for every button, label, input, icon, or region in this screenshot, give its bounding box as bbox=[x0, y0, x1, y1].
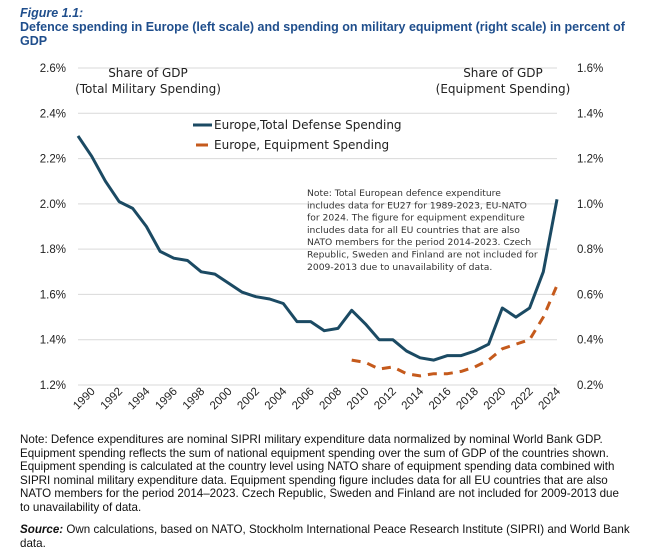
left-tick-label: 2.2% bbox=[40, 154, 66, 166]
right-tick-label: 1.2% bbox=[577, 154, 603, 166]
annotation-line: Republic, Sweden and Finland are not inc… bbox=[307, 250, 538, 261]
x-tick-label: 2014 bbox=[400, 385, 427, 412]
annotation-line: Note: Total European defence expenditure bbox=[307, 188, 501, 199]
right-tick-label: 0.2% bbox=[577, 380, 603, 392]
left-tick-label: 1.8% bbox=[40, 244, 66, 256]
series-line-total bbox=[76, 135, 559, 362]
x-tick-label: 1990 bbox=[71, 386, 98, 413]
x-tick-label: 2018 bbox=[454, 386, 481, 413]
left-tick-label: 2.0% bbox=[40, 199, 66, 211]
x-tick-label: 2024 bbox=[537, 385, 564, 412]
chart-note: Note: Defence expenditures are nominal S… bbox=[20, 433, 619, 514]
x-tick-label: 1996 bbox=[153, 386, 180, 413]
right-tick-label: 0.4% bbox=[577, 335, 603, 347]
right-tick-label: 1.4% bbox=[577, 108, 603, 120]
chart-title: Defence spending in Europe (left scale) … bbox=[20, 20, 625, 48]
annotation-line: NATO members for the period 2014-2023. C… bbox=[307, 237, 531, 248]
left-tick-label: 2.6% bbox=[40, 63, 66, 75]
legend-label: Europe,Total Defense Spending bbox=[214, 118, 402, 132]
right-tick-label: 1.6% bbox=[577, 63, 603, 75]
source-text: Own calculations, based on NATO, Stockho… bbox=[20, 523, 630, 550]
x-tick-label: 2008 bbox=[318, 386, 345, 413]
left-axis-label: (Total Military Spending) bbox=[75, 82, 221, 96]
annotation-line: includes data for EU27 for 1989-2023, EU… bbox=[307, 200, 527, 211]
left-axis-label: Share of GDP bbox=[108, 66, 188, 80]
x-tick-label: 1994 bbox=[126, 385, 153, 412]
figure-label: Figure 1.1: bbox=[20, 6, 84, 20]
annotation-line: for 2024. The figure for equipment expen… bbox=[307, 213, 525, 224]
source-line: Source: Own calculations, based on NATO,… bbox=[20, 523, 630, 550]
source-label: Source: bbox=[20, 523, 64, 536]
left-tick-label: 1.6% bbox=[40, 289, 66, 301]
left-tick-label: 1.4% bbox=[40, 335, 66, 347]
right-axis-label: Share of GDP bbox=[463, 66, 543, 80]
x-tick-label: 2000 bbox=[208, 386, 235, 413]
chart: 1.2% 0.2% 1.4% 0.4% 1.6% 0.6% 1.8% 0.8% 2.0% 1.0%… bbox=[40, 63, 603, 413]
right-tick-label: 1.0% bbox=[577, 199, 603, 211]
figure-header: Figure 1.1: Defence spending in Europe (… bbox=[20, 6, 645, 48]
x-tick-label: 2016 bbox=[427, 386, 454, 413]
x-tick-label: 2012 bbox=[372, 386, 399, 413]
left-tick-label: 2.4% bbox=[40, 108, 66, 120]
right-tick-label: 0.8% bbox=[577, 244, 603, 256]
x-tick-label: 1998 bbox=[181, 386, 208, 413]
x-tick-label: 2010 bbox=[345, 386, 372, 413]
annotation-line: 2009-2013 due to unavailability of data. bbox=[307, 262, 492, 273]
x-tick-label: 2022 bbox=[509, 386, 536, 413]
right-tick-label: 0.6% bbox=[577, 289, 603, 301]
x-tick-label: 2002 bbox=[235, 386, 262, 413]
x-tick-label: 1992 bbox=[99, 386, 126, 413]
right-axis-label: (Equipment Spending) bbox=[436, 82, 571, 96]
x-tick-label: 2004 bbox=[263, 385, 290, 412]
annotation-line: includes data for all EU countries that … bbox=[307, 225, 520, 236]
left-tick-label: 1.2% bbox=[40, 380, 66, 392]
legend-label: Europe, Equipment Spending bbox=[214, 138, 389, 152]
x-tick-label: 2020 bbox=[482, 386, 509, 413]
series-line-equipment bbox=[351, 284, 559, 378]
x-tick-label: 2006 bbox=[290, 386, 317, 413]
